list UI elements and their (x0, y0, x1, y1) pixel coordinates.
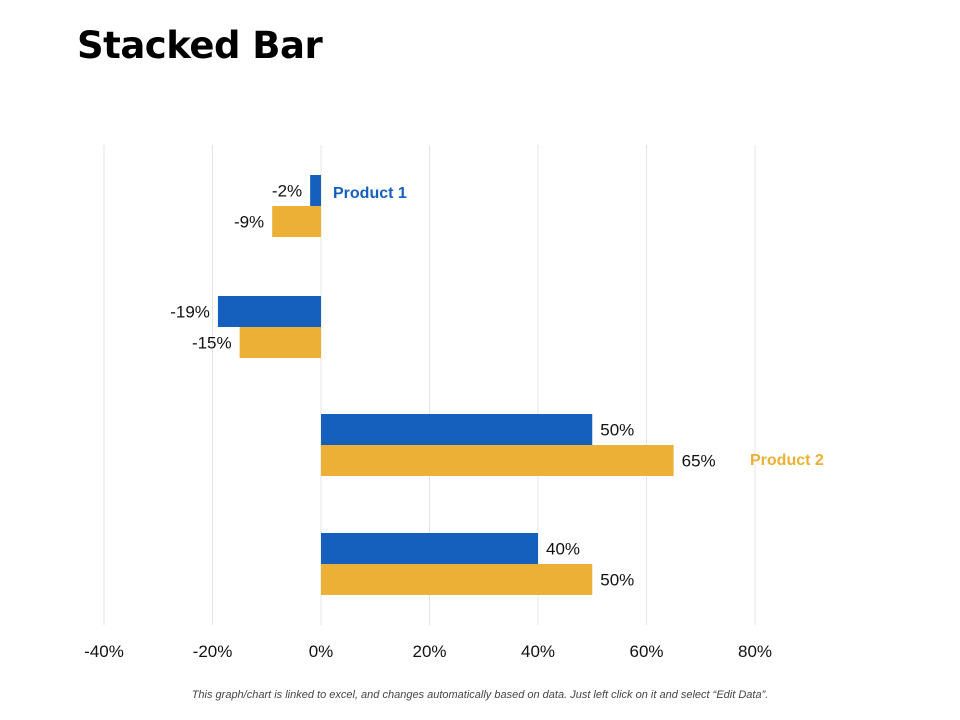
x-tick-label: -20% (193, 642, 233, 661)
series-label-product-2: Product 2 (750, 452, 824, 469)
footnote: This graph/chart is linked to excel, and… (191, 689, 769, 701)
series-labels: Product 1 Product 2 (333, 185, 824, 469)
bar-product-1 (321, 533, 538, 564)
data-label: -2% (272, 182, 302, 201)
x-tick-label: 60% (629, 642, 663, 661)
bar-product-1 (321, 414, 593, 445)
x-axis-tick-labels: -40% -20% 0% 20% 40% 60% 80% (84, 642, 772, 661)
bars (217, 175, 674, 595)
data-label: -15% (192, 334, 232, 353)
bar-product-1 (310, 175, 321, 206)
x-tick-label: 80% (738, 642, 772, 661)
data-label: -19% (170, 303, 210, 322)
value-labels: -2% -19% 50% 40% -9% -15% 65% 50% (170, 182, 715, 590)
x-tick-label: 40% (521, 642, 555, 661)
x-tick-label: 0% (309, 642, 334, 661)
bar-product-2 (272, 206, 321, 237)
data-label: -9% (234, 213, 264, 232)
data-label: 40% (546, 540, 580, 559)
data-label: 65% (682, 452, 716, 471)
bar-product-2 (321, 445, 674, 476)
x-tick-label: 20% (412, 642, 446, 661)
bar-product-2 (321, 564, 593, 595)
bar-product-2 (239, 327, 321, 358)
series-label-product-1: Product 1 (333, 185, 407, 202)
bar-product-1 (217, 296, 321, 327)
x-tick-label: -40% (84, 642, 124, 661)
chart-title: Stacked Bar (77, 24, 323, 67)
data-label: 50% (600, 421, 634, 440)
data-label: 50% (600, 571, 634, 590)
